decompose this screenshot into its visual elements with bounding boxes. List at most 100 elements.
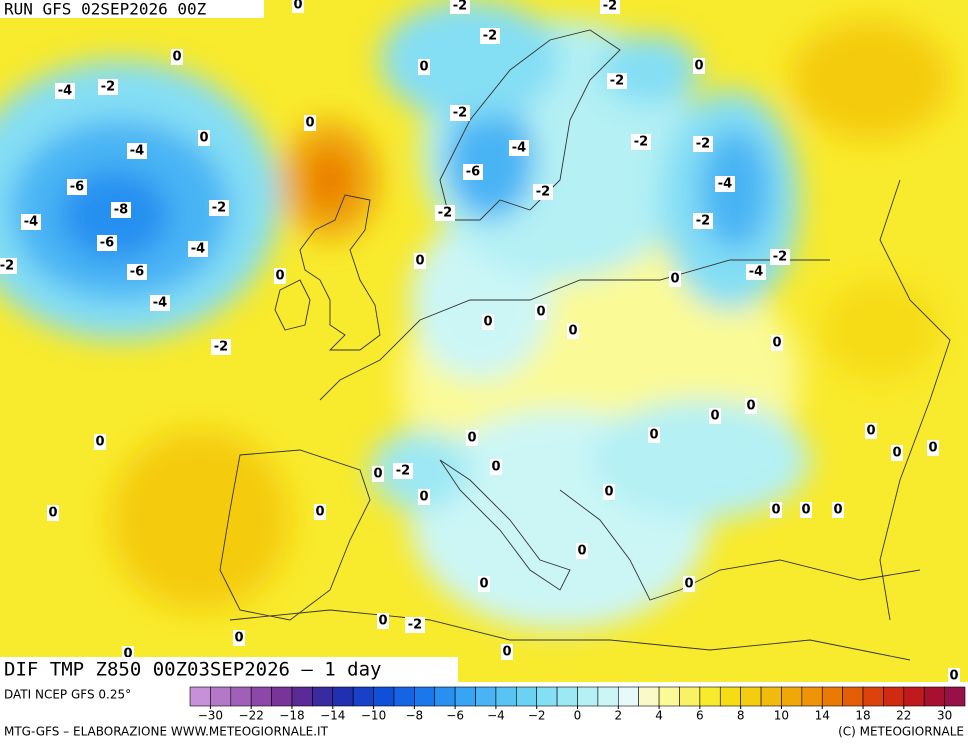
contour-label: -2 [483,29,497,44]
contour-label: -6 [100,236,114,251]
color-swatch [719,686,741,707]
color-swatch [312,686,334,707]
color-swatch [250,686,272,707]
label-box [600,0,620,14]
label-box [47,505,59,521]
label-box [865,423,877,439]
color-swatch [638,686,660,707]
label-box [171,49,183,65]
color-swatch [903,686,925,707]
label-box [450,105,470,121]
contour-label: 0 [373,467,382,482]
label-box [466,430,478,446]
contour-label: 0 [771,503,780,518]
contour-label: -2 [453,106,467,121]
coastline [229,609,911,661]
contour-label: 0 [694,59,703,74]
color-swatch [679,686,701,707]
label-box [97,235,117,251]
contour-label: -2 [0,259,14,274]
tick-label: −10 [361,709,386,723]
contour-label: -2 [696,214,710,229]
contour-label: 0 [866,424,875,439]
contour-label: 0 [604,485,613,500]
label-box [927,440,939,456]
color-swatch [495,686,517,707]
tick-label: −2 [528,709,546,723]
label-box [770,502,782,518]
coastline [439,459,571,591]
contour-label: -2 [212,201,226,216]
coastline [879,179,951,621]
label-box [435,205,455,221]
contour-label: 0 [419,60,428,75]
label-box [127,264,147,280]
label-box [314,504,326,520]
label-box [188,241,208,257]
label-box [304,115,316,131]
tick-label: −6 [446,709,464,723]
label-box [669,271,681,287]
contour-label: -6 [466,165,480,180]
label-box [450,0,470,14]
contour-label: -2 [438,206,452,221]
contour-label: 0 [670,272,679,287]
contour-label: -2 [396,464,410,479]
contour-labels: 0 -2 -2 -2 0 0 0 -2 -4 -2 -2 0 0 -2 -2 -4 -4 -6 -6 -4 -2 -8 -2… [0,0,960,684]
contour-label: 0 [467,431,476,446]
tick-label: 0 [574,709,582,723]
contour-label: -4 [191,242,205,257]
label-box [478,576,490,592]
label-box [463,164,483,180]
color-swatch [597,686,619,707]
tick-label: 2 [614,709,622,723]
label-box [891,445,903,461]
color-swatch [577,686,599,707]
label-box [631,134,651,150]
contour-label: -2 [773,250,787,265]
label-box [211,339,231,355]
color-swatch [373,686,395,707]
label-box [21,214,41,230]
color-swatch [801,686,823,707]
label-box [603,484,615,500]
contour-label: -4 [512,141,526,156]
contour-label: 0 [746,399,755,414]
copyright-label: (C) METEOGIORNALE [838,725,964,739]
label-box [111,202,131,218]
color-swatch [781,686,803,707]
run-label: RUN GFS 02SEP2026 00Z [4,0,207,19]
color-swatch [740,686,762,707]
contour-label: 0 [123,647,132,662]
run-box [0,0,264,18]
color-swatch [862,686,884,707]
contour-label: 0 [649,428,658,443]
contour-label: -6 [70,180,84,195]
label-box [693,58,705,74]
contour-label: 0 [419,490,428,505]
color-swatch [189,686,211,707]
contour-label: 0 [199,131,208,146]
color-swatch [699,686,721,707]
contour-label: 0 [234,631,243,646]
contour-label: 0 [949,669,958,684]
color-swatch [230,686,252,707]
label-box [150,295,170,311]
label-box [800,502,812,518]
color-swatch [923,686,945,707]
coastline [319,259,830,401]
contour-label: -2 [101,80,115,95]
label-box [0,258,17,274]
contour-label: 0 [928,441,937,456]
color-swatch [414,686,436,707]
label-box [709,408,721,424]
coastline [219,449,371,621]
label-box [746,264,766,280]
tick-label: −4 [487,709,505,723]
color-swatch [842,686,864,707]
map-field [0,0,968,682]
color-swatch [271,686,293,707]
contour-label: 0 [293,0,302,13]
color-swatch [617,686,639,707]
